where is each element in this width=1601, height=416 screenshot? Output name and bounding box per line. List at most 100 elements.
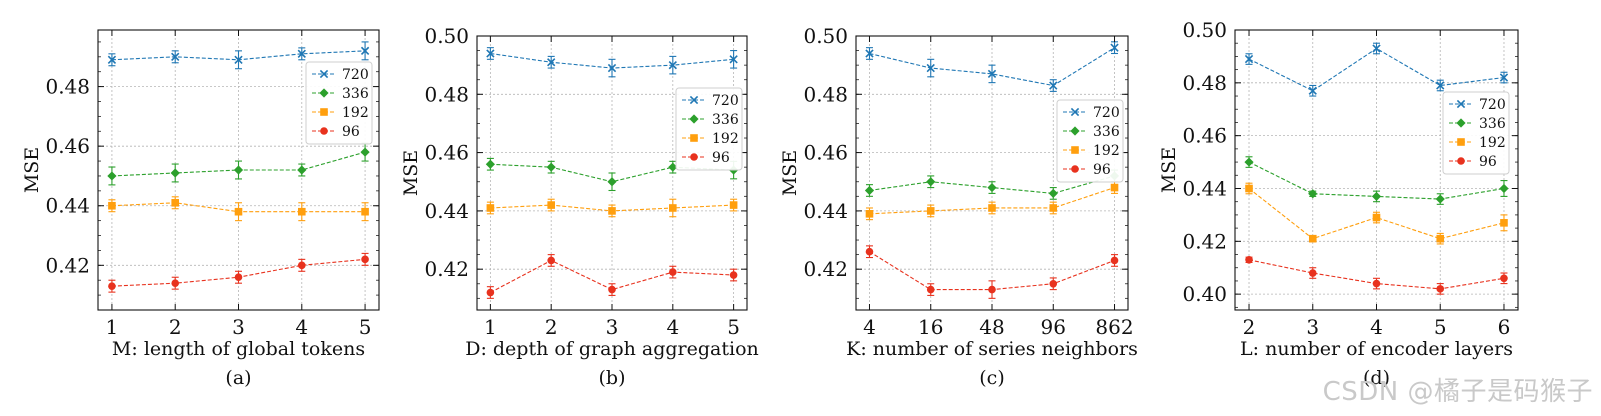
legend-label-96: 96 bbox=[342, 124, 360, 140]
data-point-336 bbox=[107, 171, 117, 181]
data-point-336 bbox=[926, 177, 936, 187]
legend-box bbox=[675, 87, 743, 171]
data-point-720 bbox=[297, 49, 306, 58]
x-tick-label: 96 bbox=[1041, 315, 1066, 339]
data-point-192 bbox=[171, 198, 180, 207]
legend-marker-336 bbox=[1070, 126, 1080, 136]
data-point-720 bbox=[729, 55, 738, 64]
legend-marker-96 bbox=[320, 127, 328, 135]
data-point-192 bbox=[297, 207, 306, 216]
y-tick-label: 0.42 bbox=[1182, 229, 1227, 253]
data-point-96 bbox=[1500, 274, 1508, 283]
x-tick-label: 3 bbox=[1306, 315, 1319, 339]
data-point-96 bbox=[1049, 279, 1058, 288]
x-tick-label: 4 bbox=[1370, 315, 1383, 339]
x-tick-label: 2 bbox=[169, 315, 182, 339]
y-tick-label: 0.48 bbox=[424, 82, 469, 106]
y-tick-label: 0.42 bbox=[45, 253, 90, 277]
data-point-720 bbox=[234, 55, 243, 64]
x-axis-label: K: number of series neighbors bbox=[846, 338, 1138, 360]
series-336 bbox=[1244, 156, 1509, 205]
legend-marker-192 bbox=[690, 134, 698, 142]
data-point-720 bbox=[1499, 73, 1509, 82]
data-point-336 bbox=[1244, 157, 1254, 167]
legend-marker-192 bbox=[320, 108, 328, 116]
data-point-192 bbox=[108, 201, 116, 210]
data-point-720 bbox=[171, 52, 180, 61]
data-point-192 bbox=[608, 207, 616, 215]
x-tick-label: 1 bbox=[106, 315, 119, 339]
y-tick-label: 0.48 bbox=[45, 75, 90, 99]
legend-marker-96 bbox=[1457, 157, 1465, 165]
data-point-192 bbox=[1500, 219, 1508, 227]
series-192 bbox=[486, 198, 738, 218]
x-tick-label: 48 bbox=[979, 315, 1004, 339]
data-point-720 bbox=[547, 58, 556, 67]
data-point-192 bbox=[1110, 183, 1119, 192]
y-tick-label: 0.44 bbox=[803, 199, 848, 223]
data-point-192 bbox=[1049, 204, 1058, 212]
legend-label-192: 192 bbox=[342, 105, 369, 121]
data-point-336 bbox=[233, 165, 244, 175]
data-point-192 bbox=[234, 207, 243, 216]
data-point-96 bbox=[729, 271, 738, 279]
panel-caption: (c) bbox=[979, 367, 1004, 389]
data-point-96 bbox=[1436, 285, 1445, 293]
panel-caption: (b) bbox=[599, 367, 626, 389]
series-192 bbox=[1245, 182, 1508, 245]
series-96 bbox=[865, 245, 1119, 299]
series-720 bbox=[486, 47, 738, 78]
data-point-336 bbox=[360, 147, 370, 157]
y-tick-label: 0.48 bbox=[803, 82, 848, 106]
y-tick-label: 0.42 bbox=[803, 257, 848, 281]
data-point-720 bbox=[987, 69, 997, 79]
legend-label-192: 192 bbox=[1479, 135, 1506, 151]
legend-marker-720 bbox=[1456, 99, 1466, 109]
x-tick-label: 5 bbox=[1434, 315, 1447, 339]
data-point-720 bbox=[668, 60, 677, 70]
y-tick-label: 0.46 bbox=[45, 134, 90, 158]
y-tick-label: 0.44 bbox=[45, 194, 90, 218]
legend-label-96: 96 bbox=[712, 150, 730, 166]
y-tick-label: 0.46 bbox=[1182, 124, 1227, 148]
data-point-96 bbox=[669, 268, 677, 276]
data-point-192 bbox=[865, 210, 874, 218]
series-96 bbox=[486, 254, 738, 299]
y-tick-label: 0.46 bbox=[424, 141, 469, 165]
x-axis-label: D: depth of graph aggregation bbox=[465, 338, 759, 360]
x-tick-label: 16 bbox=[918, 315, 943, 339]
legend-label-720: 720 bbox=[1479, 97, 1506, 113]
legend-box bbox=[1442, 91, 1510, 175]
legend-label-192: 192 bbox=[1093, 143, 1120, 159]
data-point-96 bbox=[1372, 279, 1381, 288]
legend: 720 336 192 96 bbox=[1442, 91, 1510, 175]
data-point-720 bbox=[486, 49, 495, 58]
x-axis-label: L: number of encoder layers bbox=[1240, 338, 1513, 360]
data-point-336 bbox=[607, 177, 617, 187]
legend: 720 336 192 96 bbox=[675, 87, 743, 171]
data-point-336 bbox=[668, 162, 678, 172]
data-point-720 bbox=[1110, 43, 1119, 52]
series-line-192 bbox=[1248, 188, 1505, 240]
data-point-720 bbox=[1436, 81, 1445, 90]
legend-label-720: 720 bbox=[342, 67, 369, 83]
data-point-720 bbox=[1244, 54, 1254, 64]
y-axis-label: MSE bbox=[1158, 147, 1180, 193]
data-point-96 bbox=[297, 261, 306, 270]
legend-marker-720 bbox=[689, 95, 699, 105]
series-line-96 bbox=[490, 259, 734, 293]
data-point-336 bbox=[170, 168, 180, 178]
data-point-720 bbox=[607, 63, 617, 73]
data-point-336 bbox=[987, 182, 997, 193]
legend-marker-720 bbox=[319, 69, 329, 79]
chart-panel-b: 0.42 0.44 0.46 0.48 0.50 1 2 3 4 5D: depth of gra… bbox=[400, 24, 759, 389]
data-point-336 bbox=[297, 165, 307, 175]
y-tick-label: 0.50 bbox=[1182, 18, 1227, 42]
data-point-96 bbox=[1110, 256, 1119, 265]
data-point-336 bbox=[1499, 183, 1509, 194]
y-tick-label: 0.44 bbox=[1182, 176, 1227, 200]
data-point-96 bbox=[486, 288, 495, 297]
legend-marker-96 bbox=[1071, 165, 1079, 173]
series-192 bbox=[108, 196, 369, 222]
